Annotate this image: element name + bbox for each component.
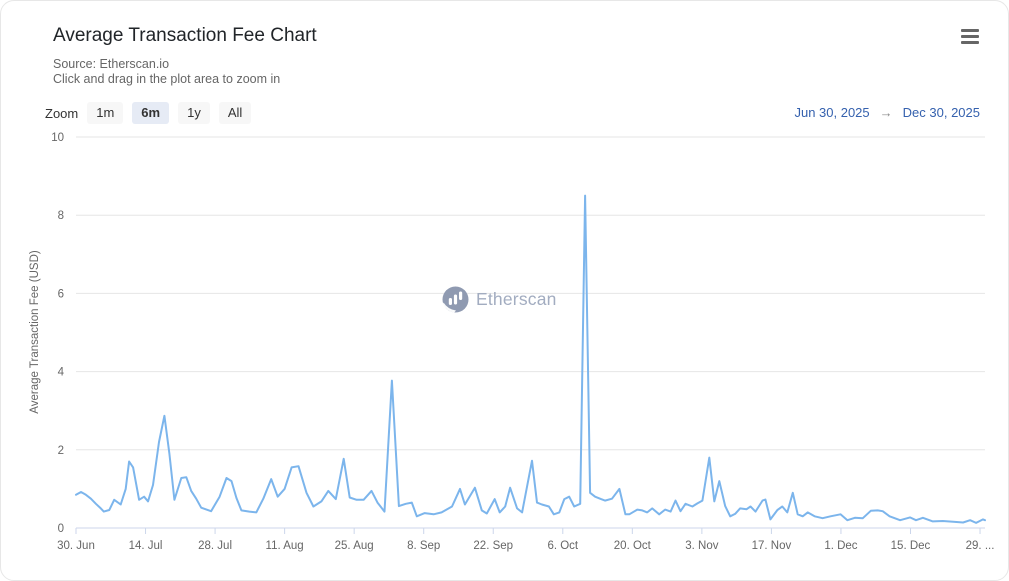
range-arrow-icon: → <box>879 105 893 120</box>
x-axis-label: 17. Nov <box>752 540 792 552</box>
x-axis-label: 29. ... <box>966 540 995 552</box>
x-axis-label: 30. Jun <box>57 540 95 552</box>
y-axis-label: 4 <box>58 367 65 379</box>
y-axis-label: 8 <box>58 210 64 222</box>
x-axis-label: 25. Aug <box>335 540 374 552</box>
hamburger-bar <box>961 29 979 32</box>
etherscan-logo-icon <box>442 286 469 313</box>
range-start-input[interactable]: Jun 30, 2025 <box>794 105 870 120</box>
x-axis-label: 14. Jul <box>129 540 163 552</box>
zoom-button-all[interactable]: All <box>218 101 252 125</box>
y-axis-label: 2 <box>58 445 64 457</box>
x-axis-label: 11. Aug <box>266 540 304 552</box>
x-axis-label: 15. Dec <box>891 540 931 552</box>
x-axis-label: 20. Oct <box>614 540 652 552</box>
zoom-label: Zoom <box>45 105 79 121</box>
date-range-box: Jun 30, 2025 → Dec 30, 2025 <box>794 105 980 120</box>
hamburger-bar <box>961 41 979 44</box>
page-title: Average Transaction Fee Chart <box>53 25 317 46</box>
hamburger-bar <box>961 35 979 38</box>
x-axis-label: 22. Sep <box>473 540 513 552</box>
zoom-button-6m[interactable]: 6m <box>132 101 170 125</box>
chart-zoom-hint: Click and drag in the plot area to zoom … <box>53 72 281 86</box>
hamburger-menu-icon[interactable] <box>961 28 981 45</box>
plot-area[interactable] <box>76 137 985 528</box>
watermark-text: Etherscan <box>476 289 557 309</box>
y-axis-title: Average Transaction Fee (USD) <box>29 250 41 414</box>
range-end-input[interactable]: Dec 30, 2025 <box>902 105 980 120</box>
zoom-button-1y[interactable]: 1y <box>178 101 210 125</box>
etherscan-watermark: Etherscan <box>442 286 557 313</box>
fee-line-series <box>75 194 986 524</box>
x-axis-label: 1. Dec <box>824 540 857 552</box>
zoom-button-1m[interactable]: 1m <box>87 101 124 125</box>
range-selector-toolbar: Zoom 1m 6m 1y All <box>45 101 260 125</box>
chart-source-text: Source: Etherscan.io <box>53 57 170 71</box>
x-axis-label: 6. Oct <box>547 540 578 552</box>
x-axis-label: 3. Nov <box>685 540 718 552</box>
y-axis-label: 6 <box>58 288 64 300</box>
y-axis-label: 0 <box>58 523 64 535</box>
x-axis-label: 8. Sep <box>407 540 440 552</box>
y-axis-label: 10 <box>51 132 64 144</box>
x-axis-label: 28. Jul <box>198 540 232 552</box>
